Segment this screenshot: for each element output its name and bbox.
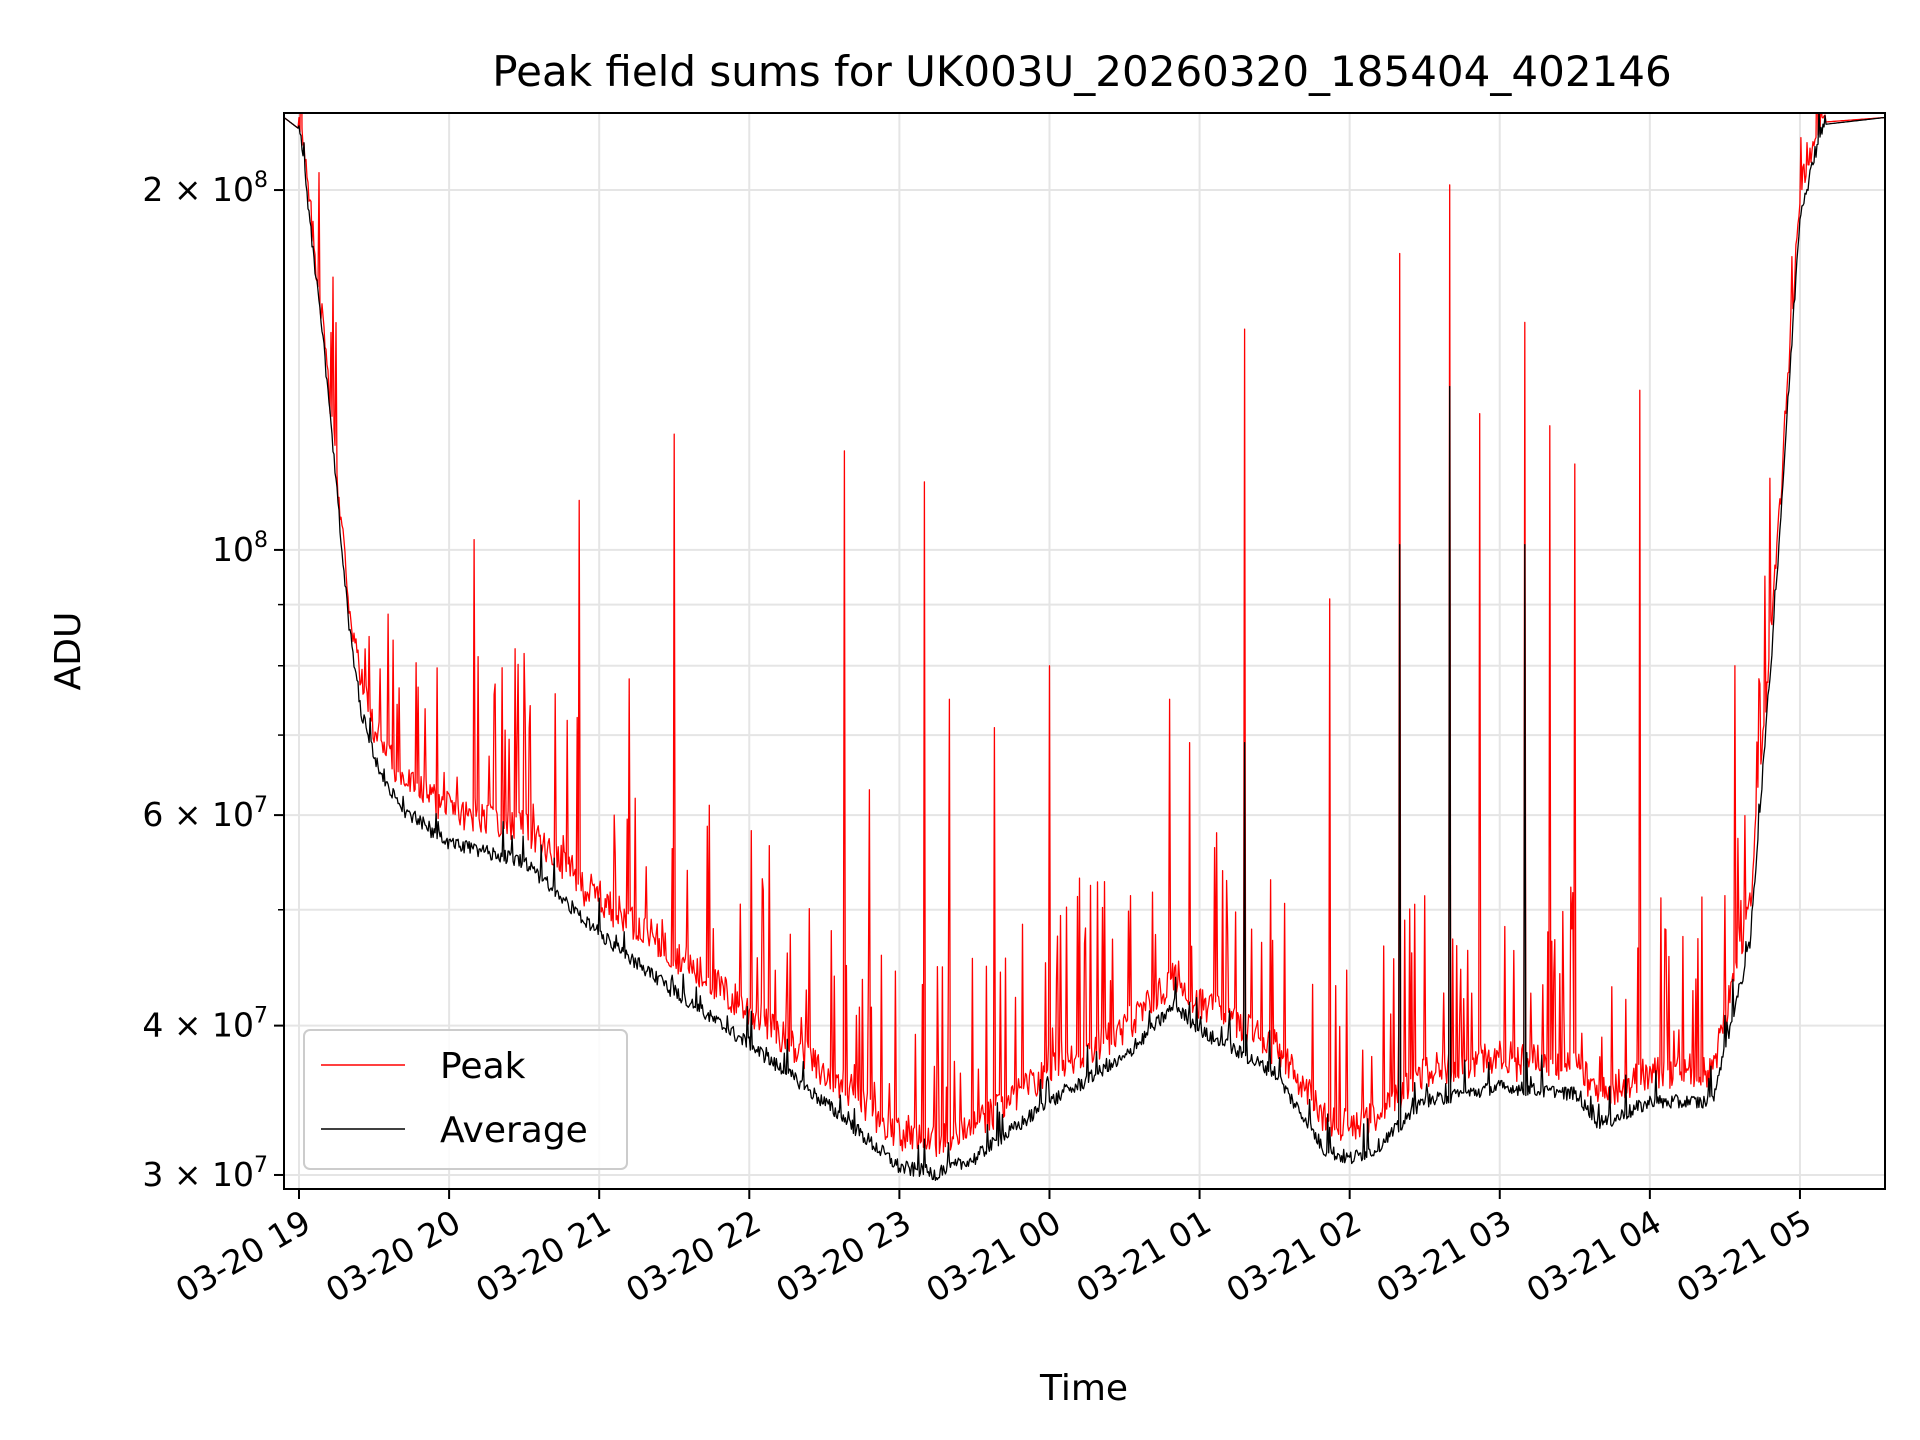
series-layer bbox=[284, 113, 1885, 1182]
y-tick-label: 3 × 107 bbox=[142, 1153, 268, 1194]
x-axis-label: Time bbox=[1039, 1368, 1128, 1409]
legend: Peak Average bbox=[303, 1029, 628, 1170]
y-tick-label: 6 × 107 bbox=[142, 793, 268, 834]
legend-label-peak: Peak bbox=[440, 1046, 526, 1087]
y-tick-label: 4 × 107 bbox=[142, 1004, 268, 1045]
series-line-average bbox=[284, 113, 1885, 1182]
chart-title: Peak field sums for UK003U_20260320_1854… bbox=[492, 47, 1671, 96]
plot-frame bbox=[283, 112, 1886, 1190]
series-line-peak bbox=[284, 113, 1885, 1158]
grid-lines bbox=[284, 113, 1885, 1189]
y-axis-label: ADU bbox=[48, 612, 89, 691]
y-axis: 3 × 107 4 × 107 6 × 107 108 2 × 108 bbox=[142, 168, 284, 1194]
y-tick-label: 108 bbox=[212, 528, 268, 569]
legend-label-average: Average bbox=[440, 1110, 588, 1151]
y-tick-label: 2 × 108 bbox=[142, 168, 268, 209]
